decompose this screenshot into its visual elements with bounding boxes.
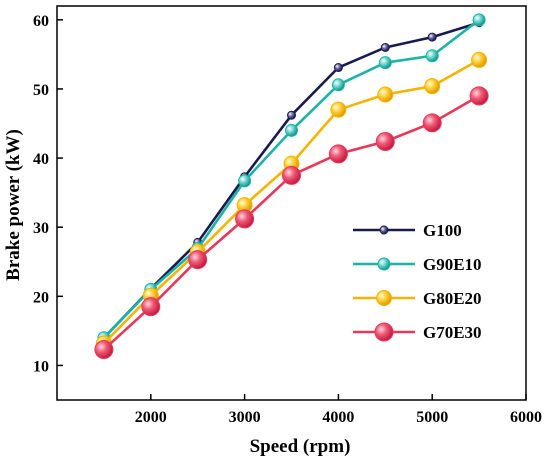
x-tick-label: 3000	[229, 409, 261, 426]
y-tick-label: 20	[33, 289, 49, 306]
data-point-g100	[334, 64, 342, 72]
data-point-g90e10	[332, 79, 344, 91]
data-point-g70e30	[470, 87, 488, 105]
data-point-g70e30	[376, 132, 394, 150]
data-point-g80e20	[472, 52, 487, 67]
legend-label-g80e20: G80E20	[423, 289, 482, 308]
x-tick-label: 5000	[416, 409, 448, 426]
legend-marker-g90e10	[378, 258, 390, 270]
x-axis-title: Speed (rpm)	[250, 436, 351, 457]
legend-label-g100: G100	[423, 221, 462, 240]
legend-label-g90e10: G90E10	[423, 255, 482, 274]
data-point-g70e30	[95, 341, 113, 359]
data-point-g70e30	[329, 145, 347, 163]
y-tick-label: 10	[33, 358, 49, 375]
legend-label-g70e30: G70E30	[423, 323, 482, 342]
data-point-g70e30	[236, 210, 254, 228]
data-point-g90e10	[239, 175, 251, 187]
data-point-g70e30	[423, 114, 441, 132]
legend-marker-g100	[380, 226, 388, 234]
data-point-g90e10	[426, 50, 438, 62]
y-tick-label: 40	[33, 151, 49, 168]
data-point-g70e30	[283, 166, 301, 184]
x-tick-label: 2000	[135, 409, 167, 426]
y-tick-label: 60	[33, 13, 49, 30]
data-point-g80e20	[378, 87, 393, 102]
data-point-g90e10	[473, 14, 485, 26]
legend-marker-g70e30	[375, 323, 393, 341]
data-point-g100	[428, 33, 436, 41]
data-point-g90e10	[379, 57, 391, 69]
data-point-g70e30	[189, 251, 207, 269]
y-tick-label: 30	[33, 220, 49, 237]
y-tick-label: 50	[33, 82, 49, 99]
data-point-g80e20	[331, 102, 346, 117]
data-point-g80e20	[425, 79, 440, 94]
data-point-g100	[381, 43, 389, 51]
x-tick-label: 6000	[510, 409, 542, 426]
y-axis-title: Brake power (kW)	[3, 129, 24, 281]
data-point-g90e10	[286, 124, 298, 136]
legend-marker-g80e20	[377, 291, 392, 306]
data-point-g100	[288, 111, 296, 119]
x-tick-label: 4000	[322, 409, 354, 426]
plot-area: 2000 3000 4000 5000 6000 10 20 30 40 50 60 G100 G90E…	[33, 6, 542, 426]
data-point-g70e30	[142, 298, 160, 316]
